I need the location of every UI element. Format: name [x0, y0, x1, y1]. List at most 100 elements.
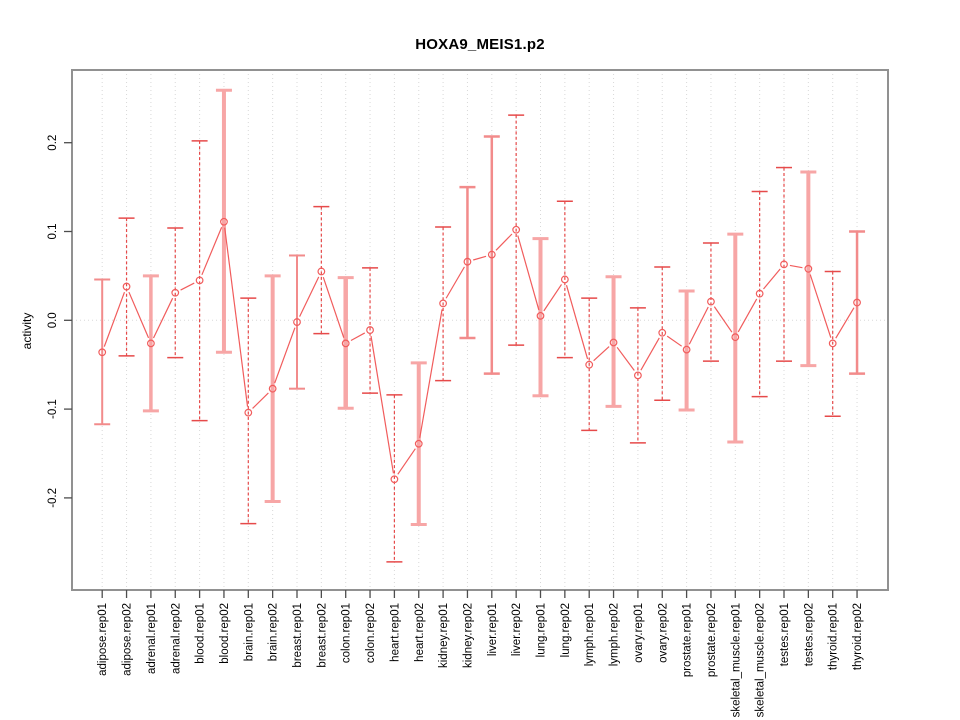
series-segment — [737, 298, 758, 333]
x-tick-label: thyroid.rep02 — [852, 603, 864, 670]
data-point-marker — [414, 439, 423, 448]
series-segment — [835, 307, 855, 339]
data-point-marker — [658, 328, 667, 337]
data-point-marker — [171, 288, 180, 297]
data-point-marker — [244, 408, 253, 417]
series-segment — [252, 392, 269, 409]
series-segment — [789, 264, 803, 269]
y-tick-label: 0.1 — [47, 224, 59, 240]
y-tick-label: -0.1 — [47, 399, 59, 419]
data-point-marker — [707, 297, 715, 306]
data-point-marker — [341, 339, 350, 348]
series-segment — [713, 306, 733, 333]
series-segment — [517, 235, 540, 311]
series-segment — [152, 297, 174, 339]
x-tick-label: brain.rep02 — [268, 603, 280, 661]
data-point-marker — [536, 311, 545, 320]
x-tick-label: skeletal_muscle.rep02 — [755, 603, 767, 717]
series-segment — [763, 268, 781, 290]
x-tick-label: heart.rep02 — [414, 603, 426, 662]
x-tick-label: testes.rep01 — [779, 603, 791, 666]
x-tick-label: lymph.rep02 — [609, 603, 621, 666]
x-tick-label: adrenal.rep02 — [170, 603, 182, 674]
data-point-marker — [512, 225, 521, 234]
x-tick-label: prostate.rep02 — [706, 603, 718, 677]
x-tick-label: kidney.rep01 — [438, 603, 450, 668]
series-segment — [666, 335, 683, 347]
x-tick-label: lung.rep02 — [560, 603, 572, 657]
y-tick-label: -0.2 — [47, 488, 59, 508]
data-point-marker — [195, 276, 204, 285]
series-segment — [809, 274, 832, 338]
data-point-marker — [755, 289, 764, 298]
data-point-marker — [146, 339, 155, 348]
x-tick-label: lung.rep01 — [536, 603, 548, 657]
series-segment — [397, 448, 416, 475]
series-segment — [543, 284, 563, 312]
data-point-marker — [366, 326, 374, 334]
data-point-marker — [317, 267, 326, 276]
x-tick-label: thyroid.rep01 — [828, 603, 840, 670]
series-segment — [322, 276, 345, 338]
series-segment — [495, 233, 513, 251]
data-point-marker — [268, 384, 277, 393]
x-tick-label: adipose.rep02 — [122, 603, 134, 676]
x-tick-label: testes.rep02 — [803, 603, 815, 666]
series-segment — [103, 291, 126, 347]
data-point-marker — [220, 217, 228, 226]
x-tick-label: adipose.rep01 — [97, 603, 109, 676]
x-tick-label: kidney.rep02 — [462, 603, 474, 668]
series-segment — [640, 337, 660, 371]
data-point-marker — [122, 282, 131, 291]
series-segment — [616, 346, 635, 371]
series-segment — [201, 227, 223, 276]
x-tick-label: heart.rep01 — [389, 603, 401, 662]
data-point-marker — [463, 257, 472, 266]
data-point-marker — [487, 250, 496, 259]
series-segment — [593, 346, 610, 362]
x-tick-label: adrenal.rep01 — [146, 603, 158, 674]
data-point-marker — [828, 339, 837, 348]
x-tick-label: ovary.rep01 — [633, 603, 645, 663]
series-segment — [350, 332, 366, 342]
plot-title: HOXA9_MEIS1.p2 — [415, 36, 545, 53]
x-tick-label: brain.rep01 — [243, 603, 255, 661]
x-tick-label: blood.rep01 — [195, 603, 207, 664]
data-point-marker — [293, 318, 301, 326]
data-point-marker — [780, 260, 788, 269]
series-segment — [299, 276, 320, 317]
data-point-marker — [439, 299, 448, 308]
series-segment — [180, 282, 195, 291]
x-tick-label: breast.rep01 — [292, 603, 304, 668]
x-tick-label: breast.rep02 — [316, 603, 328, 668]
data-point-marker — [585, 360, 594, 369]
x-tick-label: colon.rep01 — [341, 603, 353, 663]
x-tick-label: prostate.rep01 — [682, 603, 694, 677]
y-tick-label: 0.2 — [47, 135, 59, 151]
data-point-marker — [804, 264, 813, 273]
x-tick-label: lymph.rep01 — [584, 603, 596, 666]
data-point-marker — [390, 475, 399, 484]
x-tick-label: liver.rep01 — [487, 603, 499, 656]
data-point-marker — [682, 345, 691, 354]
series-segment — [224, 227, 249, 407]
series-segment — [419, 309, 443, 438]
plot-frame — [71, 69, 889, 591]
x-tick-label: liver.rep02 — [511, 603, 523, 656]
data-point-marker — [98, 348, 107, 357]
series-segment — [370, 335, 395, 474]
series-segment — [688, 306, 709, 345]
series-segment — [565, 285, 589, 360]
x-tick-label: blood.rep02 — [219, 603, 231, 664]
x-tick-label: ovary.rep02 — [657, 603, 669, 663]
data-point-marker — [634, 371, 642, 380]
data-point-marker — [609, 338, 618, 347]
series-segment — [128, 291, 150, 339]
data-point-marker — [853, 298, 861, 307]
series-segment — [473, 255, 487, 261]
x-tick-label: skeletal_muscle.rep01 — [730, 603, 742, 717]
series-segment — [445, 266, 465, 299]
y-tick-label: 0.0 — [47, 312, 59, 328]
